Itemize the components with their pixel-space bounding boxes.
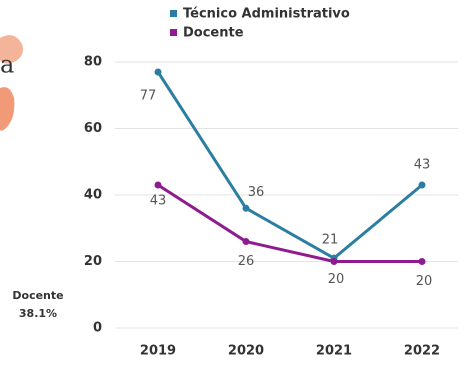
y-tick-label: 40 — [84, 188, 102, 203]
point — [154, 181, 162, 189]
x-tick-label: 2021 — [316, 344, 352, 359]
fragment-text: a — [0, 51, 14, 79]
point — [242, 238, 250, 246]
y-tick-label: 20 — [84, 254, 102, 269]
legend-label: Docente — [183, 26, 244, 41]
series-line — [157, 183, 422, 263]
point — [418, 181, 426, 189]
y-tick-label: 0 — [93, 321, 102, 336]
side-share: 38.1% — [19, 307, 57, 320]
legend-label: Técnico Administrativo — [183, 7, 350, 22]
x-tick-label: 2019 — [140, 344, 176, 359]
side-label: Docente — [12, 289, 63, 302]
value-label: 43 — [150, 194, 167, 209]
y-tick-label: 60 — [84, 121, 102, 136]
decor-shape — [0, 35, 23, 64]
legend-swatch — [170, 29, 177, 36]
point — [330, 258, 338, 265]
value-label: 77 — [140, 88, 157, 103]
value-label: 36 — [248, 185, 265, 200]
x-tick-label: 2020 — [228, 344, 264, 359]
point — [154, 68, 162, 76]
legend-swatch — [170, 10, 177, 17]
point — [242, 204, 250, 212]
y-tick-label: 80 — [84, 55, 102, 70]
decor-shape — [0, 87, 15, 131]
value-label: 20 — [416, 274, 433, 289]
value-label: 26 — [238, 254, 255, 269]
point — [418, 258, 426, 265]
value-label: 21 — [322, 233, 339, 248]
series-line — [156, 71, 423, 260]
x-tick-label: 2022 — [404, 344, 440, 359]
value-label: 43 — [414, 158, 431, 173]
value-label: 20 — [328, 272, 345, 287]
